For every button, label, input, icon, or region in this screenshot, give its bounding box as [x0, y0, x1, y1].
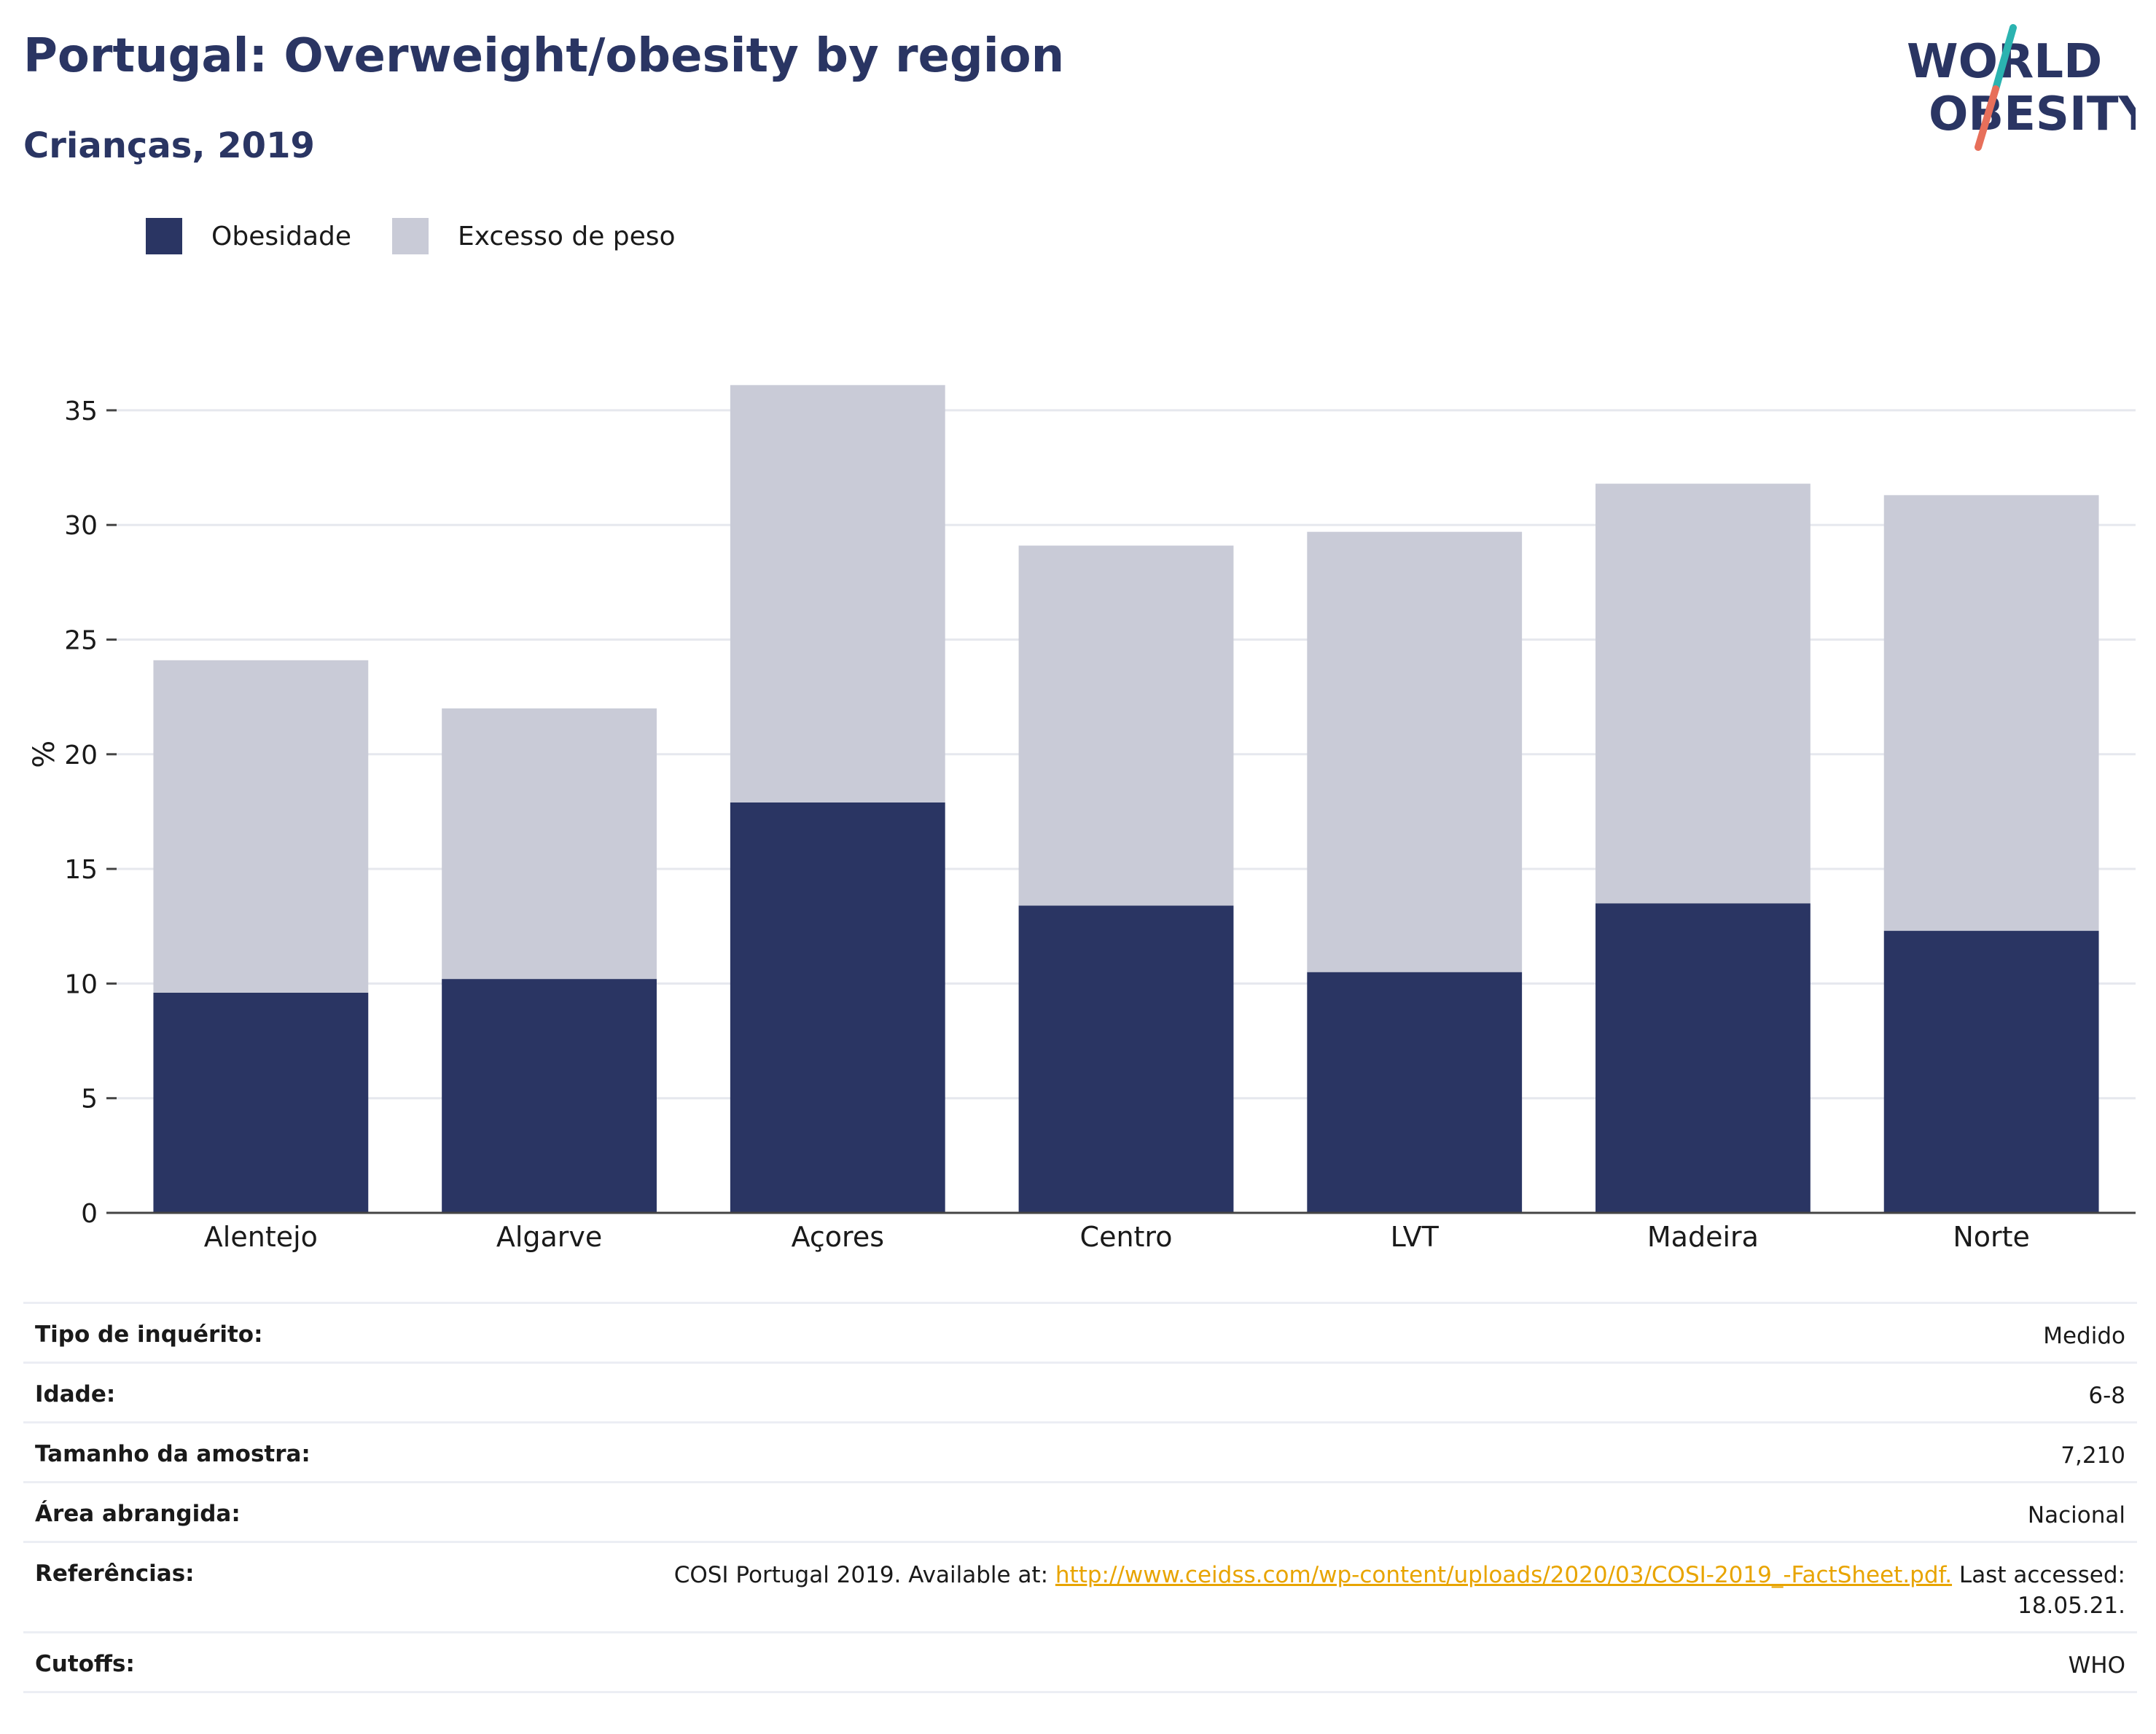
x-tick-label: LVT — [1391, 1221, 1440, 1253]
x-tick-label: Algarve — [496, 1221, 602, 1253]
y-tick-label: 15 — [64, 855, 98, 885]
legend-label-overweight: Excesso de peso — [458, 221, 676, 251]
y-tick-label: 35 — [64, 397, 98, 426]
info-value: Medido — [571, 1302, 2137, 1364]
reference-link[interactable]: http://www.ceidss.com/wp-content/uploads… — [1055, 1562, 1953, 1588]
logo-slash-teal-icon — [1992, 24, 2017, 93]
page-title: Portugal: Overweight/obesity by region — [23, 29, 1065, 83]
info-row-sample-size: Tamanho da amostra: 7,210 — [23, 1421, 2137, 1483]
bar-obesity — [153, 992, 369, 1213]
info-label: Tipo de inquérito: — [23, 1302, 571, 1364]
legend: Obesidade Excesso de peso — [146, 216, 716, 257]
info-row-area-covered: Área abrangida: Nacional — [23, 1481, 2137, 1543]
bar-obesity — [1018, 905, 1234, 1213]
y-tick-label: 25 — [64, 626, 98, 656]
bar-obesity — [1307, 972, 1523, 1213]
reference-suffix: Last accessed: — [1952, 1562, 2125, 1588]
x-tick-label: Norte — [1953, 1221, 2030, 1253]
legend-item-overweight[interactable]: Excesso de peso — [392, 218, 676, 254]
info-value-references: COSI Portugal 2019. Available at: http:/… — [571, 1541, 2137, 1633]
info-label: Tamanho da amostra: — [23, 1421, 571, 1483]
reference-line2: 18.05.21. — [2018, 1592, 2125, 1619]
legend-label-obesity: Obesidade — [211, 221, 352, 251]
info-label: Área abrangida: — [23, 1481, 571, 1543]
axis-labels: 0 5 10 15 20 25 30 35% Alentejo Algarve Açores Cent… — [28, 397, 2030, 1253]
info-label: Referências: — [23, 1541, 571, 1633]
bar-overweight — [153, 660, 369, 993]
info-row-survey-type: Tipo de inquérito: Medido — [23, 1302, 2137, 1364]
x-tick-label: Centro — [1080, 1221, 1173, 1253]
bar-obesity — [1883, 931, 2099, 1213]
info-label: Idade: — [23, 1362, 571, 1423]
axes — [106, 409, 2136, 1214]
bar-overweight — [1307, 531, 1523, 972]
legend-item-obesity[interactable]: Obesidade — [146, 218, 351, 254]
stacked-bar-chart: 0 5 10 15 20 25 30 35% Alentejo Algarve Açores Cent… — [28, 385, 2136, 1253]
x-tick-label: Açores — [792, 1221, 884, 1253]
bar-obesity — [442, 979, 657, 1213]
bar-overweight — [1595, 483, 1811, 904]
legend-swatch-obesity — [146, 218, 182, 254]
bar-overweight — [730, 385, 945, 802]
logo-slash-coral-icon — [1975, 85, 1999, 151]
y-tick-label: 20 — [64, 741, 98, 770]
y-tick-label: 10 — [64, 969, 98, 999]
page-subtitle: Crianças, 2019 — [23, 125, 315, 166]
legend-swatch-overweight — [392, 218, 429, 254]
x-tick-label: Madeira — [1647, 1221, 1759, 1253]
bar-overweight — [1883, 495, 2099, 932]
bar-overweight — [442, 708, 657, 980]
y-axis-label: % — [28, 741, 61, 768]
world-obesity-logo: WORLD OBESITY — [1907, 24, 2136, 151]
x-tick-label: Alentejo — [204, 1221, 318, 1253]
logo-word-obesity: OBESITY — [1929, 87, 2136, 141]
info-row-age: Idade: 6-8 — [23, 1362, 2137, 1423]
bar-overweight — [1018, 545, 1234, 906]
info-table: Tipo de inquérito: Medido Idade: 6-8 Tam… — [23, 1302, 2137, 1693]
info-value: WHO — [571, 1631, 2137, 1693]
y-tick-label: 0 — [81, 1199, 98, 1229]
bar-obesity — [730, 802, 945, 1213]
info-row-cutoffs: Cutoffs: WHO — [23, 1631, 2137, 1693]
y-tick-label: 30 — [64, 511, 98, 541]
bar-obesity — [1595, 903, 1811, 1213]
bars — [153, 385, 2099, 1213]
info-label: Cutoffs: — [23, 1631, 571, 1693]
info-value: 7,210 — [571, 1421, 2137, 1483]
info-row-references: Referências: COSI Portugal 2019. Availab… — [23, 1541, 2137, 1633]
info-value: Nacional — [571, 1481, 2137, 1543]
reference-prefix: COSI Portugal 2019. Available at: — [673, 1562, 1055, 1588]
info-value: 6-8 — [571, 1362, 2137, 1423]
y-tick-label: 5 — [81, 1085, 98, 1114]
